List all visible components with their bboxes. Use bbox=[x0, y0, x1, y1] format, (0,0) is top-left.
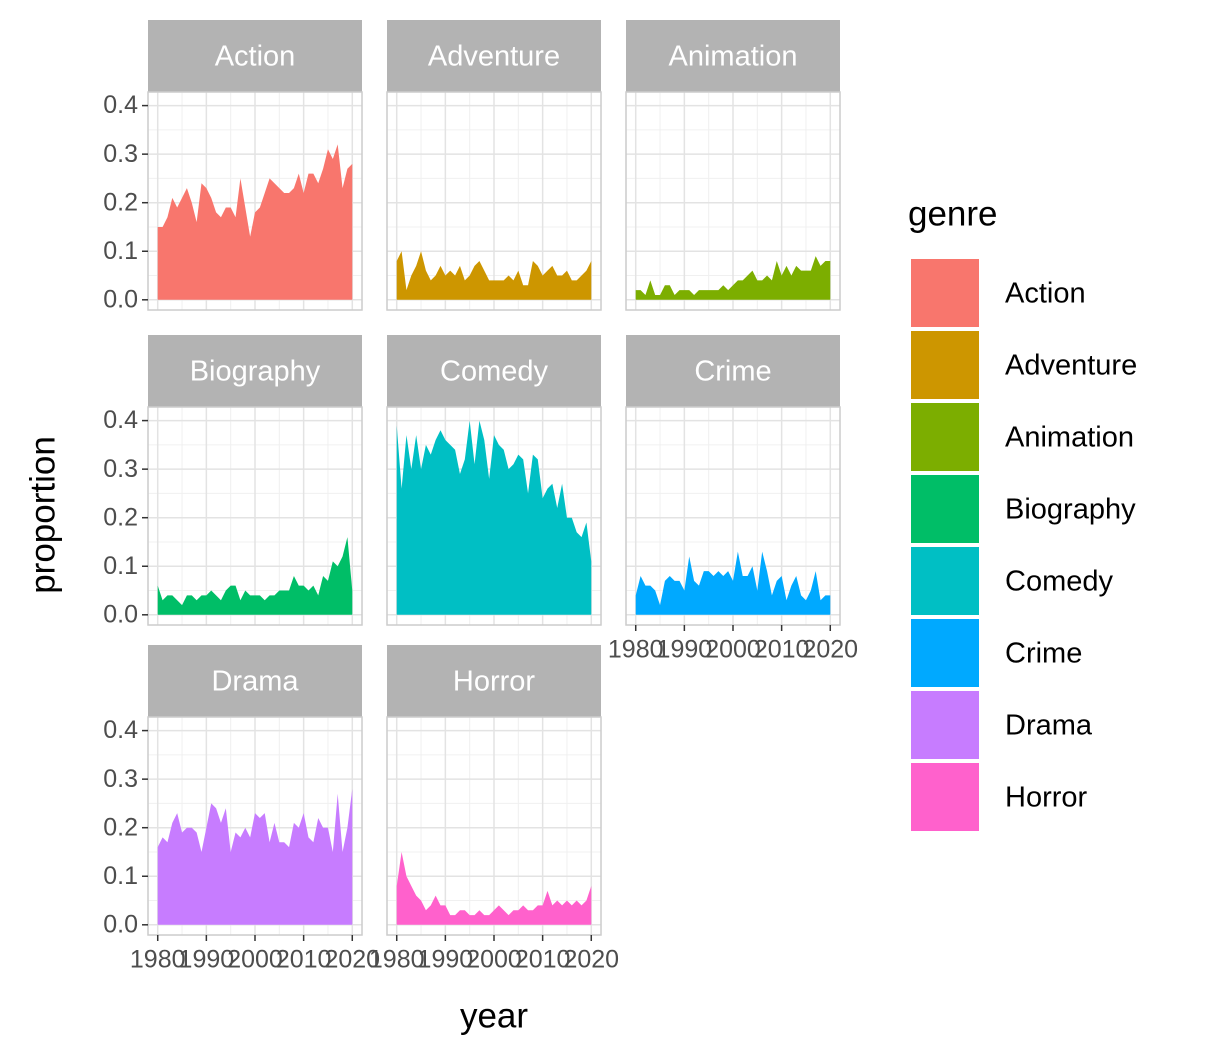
x-axis-label: year bbox=[460, 996, 528, 1035]
legend-title: genre bbox=[908, 194, 998, 233]
legend-label: Adventure bbox=[1005, 350, 1137, 382]
strip-label: Action bbox=[215, 41, 296, 73]
y-axis-label: proportion bbox=[23, 436, 62, 594]
x-tick-label: 1990 bbox=[657, 636, 713, 664]
x-tick-label: 1980 bbox=[369, 946, 425, 974]
area bbox=[396, 251, 592, 300]
strip-label: Comedy bbox=[440, 356, 548, 388]
x-tick-label: 1990 bbox=[418, 946, 474, 974]
legend-label: Horror bbox=[1005, 782, 1088, 814]
y-tick-label: 0.4 bbox=[103, 406, 138, 434]
y-tick-label: 0.1 bbox=[103, 862, 138, 890]
x-tick-label: 2020 bbox=[563, 946, 619, 974]
strip-label: Crime bbox=[694, 356, 771, 388]
area bbox=[396, 851, 592, 925]
legend-key bbox=[911, 691, 979, 759]
legend-label: Action bbox=[1005, 278, 1086, 310]
y-tick-label: 0.4 bbox=[103, 716, 138, 744]
y-tick-label: 0.0 bbox=[103, 600, 138, 628]
strip-label: Adventure bbox=[428, 41, 560, 73]
facet-panel: Action 0.0 0.1 0.2 0.3 0.4 bbox=[103, 20, 363, 313]
area bbox=[157, 788, 353, 925]
x-tick-label: 1980 bbox=[130, 946, 186, 974]
x-tick-label: 2000 bbox=[227, 946, 283, 974]
legend-label: Animation bbox=[1005, 422, 1134, 454]
y-tick-label: 0.3 bbox=[103, 765, 138, 793]
strip bbox=[626, 335, 840, 407]
x-tick-label: 2000 bbox=[466, 946, 522, 974]
strip-label: Biography bbox=[190, 356, 321, 388]
y-tick-label: 0.2 bbox=[103, 188, 138, 216]
legend-key bbox=[911, 547, 979, 615]
x-tick-label: 2000 bbox=[705, 636, 761, 664]
x-tick-label: 2010 bbox=[515, 946, 571, 974]
strip-label: Animation bbox=[669, 41, 798, 73]
area bbox=[396, 420, 592, 615]
x-tick-label: 2010 bbox=[754, 636, 810, 664]
legend-label: Drama bbox=[1005, 710, 1093, 742]
legend-key bbox=[911, 763, 979, 831]
facet-panel: Adventure bbox=[386, 20, 602, 311]
x-tick-label: 1990 bbox=[179, 946, 235, 974]
legend-key bbox=[911, 259, 979, 327]
area bbox=[635, 256, 831, 300]
legend-label: Crime bbox=[1005, 638, 1082, 670]
panel-border bbox=[147, 406, 363, 626]
y-tick-label: 0.2 bbox=[103, 813, 138, 841]
x-tick-label: 2010 bbox=[276, 946, 332, 974]
x-tick-label: 2020 bbox=[324, 946, 380, 974]
y-tick-label: 0.0 bbox=[103, 910, 138, 938]
y-tick-label: 0.1 bbox=[103, 237, 138, 265]
y-tick-label: 0.3 bbox=[103, 140, 138, 168]
y-tick-label: 0.4 bbox=[103, 91, 138, 119]
strip-label: Horror bbox=[453, 666, 536, 698]
strip bbox=[148, 20, 362, 92]
x-tick-label: 1980 bbox=[608, 636, 664, 664]
strip bbox=[387, 335, 601, 407]
facet-panel: Animation bbox=[625, 20, 841, 311]
area bbox=[635, 551, 831, 615]
y-tick-label: 0.2 bbox=[103, 503, 138, 531]
legend-label: Comedy bbox=[1005, 566, 1113, 598]
area bbox=[157, 144, 353, 300]
y-tick-label: 0.0 bbox=[103, 285, 138, 313]
legend-key bbox=[911, 331, 979, 399]
legend-label: Biography bbox=[1005, 494, 1136, 526]
strip bbox=[626, 20, 840, 92]
y-tick-label: 0.1 bbox=[103, 552, 138, 580]
panel-border bbox=[386, 406, 602, 626]
strip bbox=[148, 645, 362, 717]
panel-border bbox=[386, 91, 602, 311]
strip bbox=[387, 20, 601, 92]
strip-label: Drama bbox=[211, 666, 299, 698]
facet-panel: Biography 0.0 0.1 0.2 0.3 0.4 bbox=[103, 335, 363, 628]
strip bbox=[148, 335, 362, 407]
strip bbox=[387, 645, 601, 717]
legend-key bbox=[911, 619, 979, 687]
area bbox=[157, 537, 353, 615]
legend-key bbox=[911, 475, 979, 543]
y-tick-label: 0.3 bbox=[103, 455, 138, 483]
legend-key bbox=[911, 403, 979, 471]
facet-panel: Comedy bbox=[386, 335, 602, 626]
panel-border bbox=[147, 91, 363, 311]
panel-border bbox=[625, 91, 841, 311]
x-tick-label: 2020 bbox=[802, 636, 858, 664]
